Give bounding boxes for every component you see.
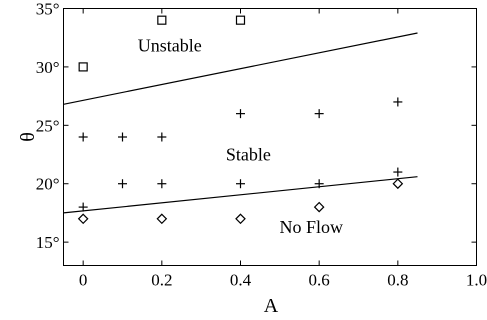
diamond-marker [156, 213, 168, 225]
data-markers [77, 15, 404, 225]
plus-marker [236, 179, 245, 189]
diamond-marker [235, 213, 246, 225]
diamond-marker [313, 201, 325, 213]
x-tick-label: 1.0 [466, 271, 487, 290]
x-tick-label: 0.8 [387, 271, 408, 290]
y-tick-label: 30° [36, 58, 60, 77]
plus-marker [314, 179, 324, 189]
axis-ticks: 0 0.2 0.4 0.6 0.8 1.0 15° 20° 25° 30° 35° [36, 0, 487, 290]
plus-marker [393, 97, 403, 107]
plus-marker [157, 132, 167, 142]
y-tick-label: 35° [36, 0, 60, 19]
boundary-lines [63, 32, 418, 214]
x-tick-label: 0.6 [309, 271, 330, 290]
x-tick-label: 0.4 [230, 271, 252, 290]
region-labels: Unstable Stable No Flow [138, 36, 343, 237]
x-tick-label: 0.2 [151, 271, 172, 290]
x-axis-title: A [264, 295, 279, 317]
y-tick-label: 25° [36, 116, 60, 135]
plus-marker [78, 132, 88, 142]
y-axis-title: θ [17, 132, 39, 142]
plus-marker [393, 167, 403, 177]
plus-marker [78, 202, 88, 212]
plus-marker [118, 179, 127, 189]
y-tick-label: 20° [36, 175, 60, 194]
lower-boundary-line [63, 176, 418, 214]
upper-boundary-line [63, 32, 418, 105]
plus-marker [157, 179, 167, 189]
y-tick-label: 15° [36, 233, 60, 252]
plus-marker [236, 109, 245, 119]
square-marker [235, 15, 246, 25]
x-tick-label: 0 [79, 271, 88, 290]
plot-frame [63, 8, 477, 266]
plus-marker [118, 132, 127, 142]
square-marker [78, 62, 88, 72]
region-label: Unstable [138, 36, 202, 56]
diamond-marker [77, 213, 89, 225]
region-label: Stable [226, 144, 271, 164]
diamond-marker [392, 178, 404, 190]
plus-marker [314, 109, 324, 119]
square-marker [157, 15, 167, 25]
region-label: No Flow [280, 217, 344, 237]
